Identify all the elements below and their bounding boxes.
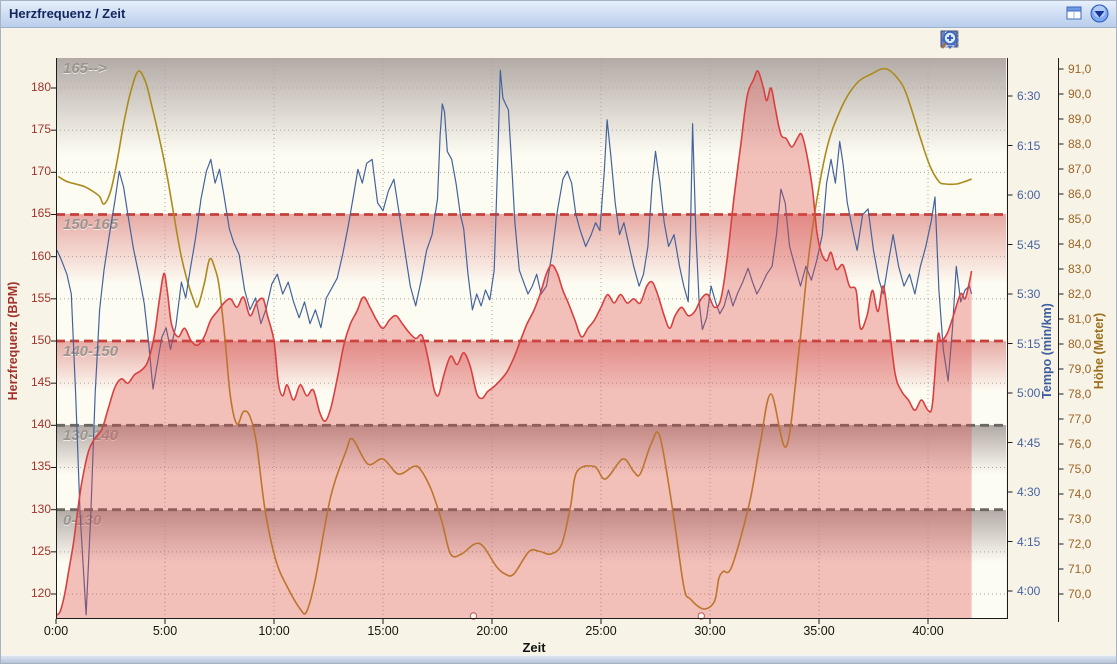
chart-canvas[interactable] xyxy=(51,58,1064,624)
heart-rate-tick-label: 175 xyxy=(30,122,51,137)
lap-marker xyxy=(697,612,705,620)
altitude-tick-label: 83,0 xyxy=(1068,262,1092,276)
panel-title: Herzfrequenz / Zeit xyxy=(9,6,126,21)
time-tick-label: 25:00 xyxy=(585,624,617,638)
tempo-axis-title: Tempo (min/km) xyxy=(1040,303,1054,399)
altitude-tick-label: 76,0 xyxy=(1068,437,1092,451)
altitude-tick-label: 77,0 xyxy=(1068,412,1092,426)
time-tick-label: 5:00 xyxy=(152,624,178,638)
heart-rate-tick-label: 135 xyxy=(30,459,51,474)
time-tick-label: 0:00 xyxy=(43,624,69,638)
tempo-tick-label: 6:00 xyxy=(1017,188,1041,202)
altitude-tick-label: 71,0 xyxy=(1068,562,1092,576)
panel-titlebar[interactable]: Herzfrequenz / Zeit xyxy=(1,1,1116,28)
altitude-tick-label: 87,0 xyxy=(1068,162,1092,176)
heart-rate-tick-label: 150 xyxy=(30,332,51,347)
x-axis-title: Zeit xyxy=(522,640,546,655)
time-tick-label: 15:00 xyxy=(367,624,399,638)
zoom-in-icon[interactable] xyxy=(941,31,1110,53)
altitude-tick-label: 72,0 xyxy=(1068,537,1092,551)
tempo-tick-label: 5:45 xyxy=(1017,237,1041,252)
tempo-series-line xyxy=(56,69,973,616)
altitude-tick-label: 90,0 xyxy=(1068,87,1092,101)
altitude-tick-label: 70,0 xyxy=(1068,587,1092,601)
altitude-tick-label: 73,0 xyxy=(1068,512,1092,526)
heart-rate-tick-label: 165 xyxy=(30,206,51,221)
heart-rate-tick-label: 145 xyxy=(30,375,51,390)
altitude-tick-label: 80,0 xyxy=(1068,337,1092,351)
altitude-tick-label: 84,0 xyxy=(1068,237,1092,251)
time-tick-label: 30:00 xyxy=(694,624,726,638)
heart-rate-tick-label: 130 xyxy=(30,501,51,516)
tempo-tick-label: 4:45 xyxy=(1017,435,1041,450)
heart-rate-tick-label: 155 xyxy=(30,290,51,305)
höhe-series-line xyxy=(57,67,972,615)
altitude-tick-label: 89,0 xyxy=(1068,112,1092,126)
tempo-tick-label: 4:30 xyxy=(1017,485,1041,499)
window-bottom-border xyxy=(1,655,1116,663)
tempo-tick-label: 5:15 xyxy=(1017,336,1041,351)
window-layout-icon[interactable] xyxy=(1066,6,1084,24)
herzfrequenz-series-line xyxy=(56,70,973,616)
altitude-tick-label: 85,0 xyxy=(1068,212,1092,226)
tempo-tick-label: 4:15 xyxy=(1017,534,1041,549)
heart-rate-tick-label: 170 xyxy=(30,164,51,179)
altitude-tick-label: 88,0 xyxy=(1068,137,1092,151)
time-tick-label: 40:00 xyxy=(912,624,944,638)
chart-toolbar xyxy=(940,30,1110,56)
heart-rate-tick-label: 125 xyxy=(30,543,51,558)
heart-rate-tick-label: 180 xyxy=(30,80,51,94)
altitude-tick-label: 79,0 xyxy=(1068,362,1092,376)
collapse-panel-icon[interactable] xyxy=(1090,4,1109,23)
altitude-tick-label: 75,0 xyxy=(1068,462,1092,476)
time-tick-label: 35:00 xyxy=(803,624,835,638)
altitude-axis-title: Höhe (Meter) xyxy=(1092,312,1106,390)
altitude-tick-label: 91,0 xyxy=(1068,62,1092,76)
altitude-tick-label: 81,0 xyxy=(1068,312,1092,326)
tempo-tick-label: 5:30 xyxy=(1017,287,1041,301)
tempo-tick-label: 4:00 xyxy=(1017,584,1041,598)
heart-rate-tick-label: 160 xyxy=(30,248,51,263)
tempo-tick-label: 6:30 xyxy=(1017,89,1041,103)
time-tick-label: 10:00 xyxy=(258,624,290,638)
lap-marker xyxy=(469,612,478,620)
altitude-tick-label: 86,0 xyxy=(1068,187,1092,201)
altitude-tick-label: 78,0 xyxy=(1068,387,1092,401)
tempo-tick-label: 5:00 xyxy=(1017,386,1041,400)
altitude-tick-label: 82,0 xyxy=(1068,287,1092,301)
tempo-tick-label: 6:15 xyxy=(1017,138,1041,153)
heart-rate-fill xyxy=(57,70,972,619)
heart-rate-tick-label: 120 xyxy=(30,585,51,600)
heart-rate-tick-label: 140 xyxy=(30,417,51,432)
time-tick-label: 20:00 xyxy=(476,624,508,638)
altitude-tick-label: 74,0 xyxy=(1068,487,1092,501)
